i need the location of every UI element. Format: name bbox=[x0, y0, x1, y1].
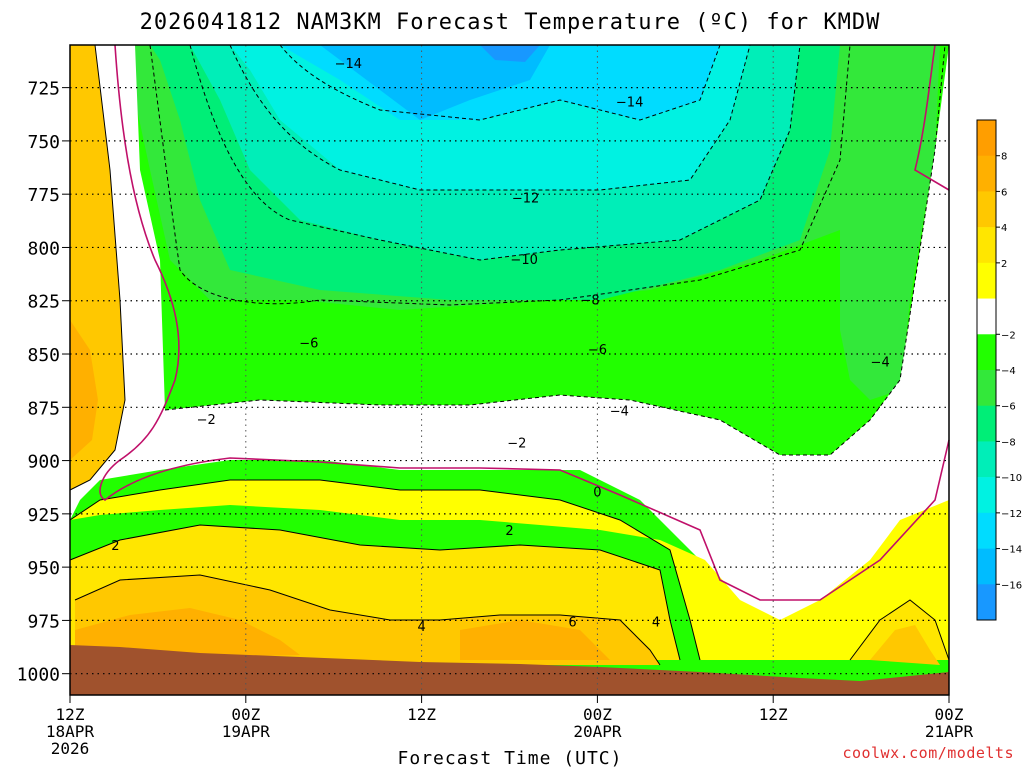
contour-label: −8 bbox=[580, 294, 599, 309]
x-tick-label: 12Z bbox=[759, 705, 788, 724]
x-tick-label: 12Z bbox=[56, 705, 85, 724]
y-tick-label: 925 bbox=[27, 505, 60, 526]
x-tick-label: 12Z bbox=[407, 705, 436, 724]
band-plus8-mid bbox=[460, 620, 610, 660]
colorbar-swatch bbox=[977, 370, 996, 407]
x-tick-label: 00Z bbox=[935, 705, 964, 724]
contour-label: 0 bbox=[593, 486, 601, 501]
colorbar-swatch bbox=[977, 405, 996, 442]
contour-label: −4 bbox=[610, 405, 629, 420]
band-plus4-right bbox=[870, 625, 940, 665]
colorbar-label: 6 bbox=[1001, 187, 1007, 198]
band-minus20 bbox=[480, 45, 540, 62]
contour-label: −6 bbox=[299, 336, 318, 351]
colorbar-label: −12 bbox=[1001, 509, 1022, 520]
colorbar-label: 8 bbox=[1001, 152, 1007, 163]
colorbar-swatch bbox=[977, 584, 996, 621]
x-tick-label: 20APR bbox=[573, 722, 622, 741]
contour-label: −14 bbox=[616, 96, 643, 111]
contour-labels: −14 −14 −12 −10 −8 −6 −6 −4 −4 −2 −2 0 2 2 4 4 6 bbox=[111, 57, 889, 635]
y-axis: 725 750 775 800 825 850 875 900 925 950 975 1000 bbox=[17, 79, 70, 686]
x-tick-label: 00Z bbox=[231, 705, 260, 724]
colorbar-swatch bbox=[977, 191, 996, 228]
colorbar-label: −10 bbox=[1001, 473, 1022, 484]
contour-label: −12 bbox=[512, 191, 539, 206]
colorbar-label: −16 bbox=[1001, 580, 1022, 591]
contour-label: −6 bbox=[588, 343, 607, 358]
y-tick-label: 1000 bbox=[17, 665, 60, 686]
contour-label: −14 bbox=[335, 57, 362, 72]
y-tick-label: 900 bbox=[27, 452, 60, 473]
terrain bbox=[70, 645, 949, 695]
y-tick-label: 800 bbox=[27, 238, 60, 259]
colorbar-swatch bbox=[977, 441, 996, 478]
colorbar-label: −6 bbox=[1001, 402, 1016, 413]
y-tick-label: 850 bbox=[27, 345, 60, 366]
colorbar-swatch bbox=[977, 155, 996, 192]
contour-label: −10 bbox=[510, 253, 537, 268]
contour-label: 2 bbox=[111, 539, 119, 554]
contour-label: 6 bbox=[568, 616, 576, 631]
band-zero bbox=[70, 45, 949, 640]
x-tick-label: 18APR bbox=[46, 722, 95, 741]
vertical-gridlines bbox=[245, 45, 774, 695]
colorbar-label: −4 bbox=[1001, 366, 1016, 377]
y-tick-label: 725 bbox=[27, 79, 60, 100]
contour-label: −4 bbox=[871, 356, 890, 371]
y-tick-label: 975 bbox=[27, 611, 60, 632]
y-tick-label: 775 bbox=[27, 185, 60, 206]
y-tick-label: 875 bbox=[27, 398, 60, 419]
contour-lines bbox=[69, 44, 950, 666]
contour-label: 4 bbox=[417, 620, 425, 635]
colorbar-label: 2 bbox=[1001, 259, 1007, 270]
contour-label: −2 bbox=[507, 437, 526, 452]
band-minus18 bbox=[320, 45, 550, 120]
colorbar-swatch bbox=[977, 512, 996, 549]
contour-label: −2 bbox=[197, 413, 216, 428]
colorbar: 8 6 4 2 −2 −4 −6 −8 −10 −12 −14 −16 bbox=[976, 119, 1022, 621]
colorbar-label: −14 bbox=[1001, 545, 1022, 556]
colorbar-label: 4 bbox=[1001, 223, 1007, 234]
band-plus2 bbox=[70, 480, 949, 660]
horizontal-gridlines bbox=[70, 87, 949, 675]
colorbar-swatch bbox=[977, 120, 996, 157]
band-left-warmer bbox=[70, 320, 98, 460]
contour-label: 2 bbox=[505, 524, 513, 539]
freezing-line bbox=[99, 44, 950, 601]
x-tick-label: 2026 bbox=[51, 739, 90, 758]
x-axis-label: Forecast Time (UTC) bbox=[398, 748, 623, 768]
x-tick-label: 21APR bbox=[925, 722, 974, 741]
colorbar-label: −2 bbox=[1001, 330, 1016, 341]
y-tick-label: 950 bbox=[27, 558, 60, 579]
x-tick-label: 00Z bbox=[583, 705, 612, 724]
x-tick-label: 19APR bbox=[222, 722, 271, 741]
plot-frame bbox=[69, 44, 950, 696]
colorbar-label: −8 bbox=[1001, 437, 1016, 448]
colorbar-swatch bbox=[977, 298, 996, 335]
y-tick-label: 750 bbox=[27, 132, 60, 153]
colorbar-swatch bbox=[977, 548, 996, 585]
plot-area: −14 −14 −12 −10 −8 −6 −6 −4 −4 −2 −2 0 2 2 4 4 6 bbox=[69, 44, 950, 696]
temperature-fill bbox=[70, 45, 949, 665]
y-tick-label: 825 bbox=[27, 292, 60, 313]
contour-label: 4 bbox=[652, 616, 660, 631]
colorbar-swatch bbox=[977, 227, 996, 264]
colorbar-swatch bbox=[977, 262, 996, 299]
chart-title: 2026041812 NAM3KM Forecast Temperature (… bbox=[140, 10, 881, 35]
colorbar-swatch bbox=[977, 477, 996, 514]
colorbar-swatch bbox=[977, 334, 996, 371]
credit-text: coolwx.com/modelts bbox=[842, 744, 1014, 762]
